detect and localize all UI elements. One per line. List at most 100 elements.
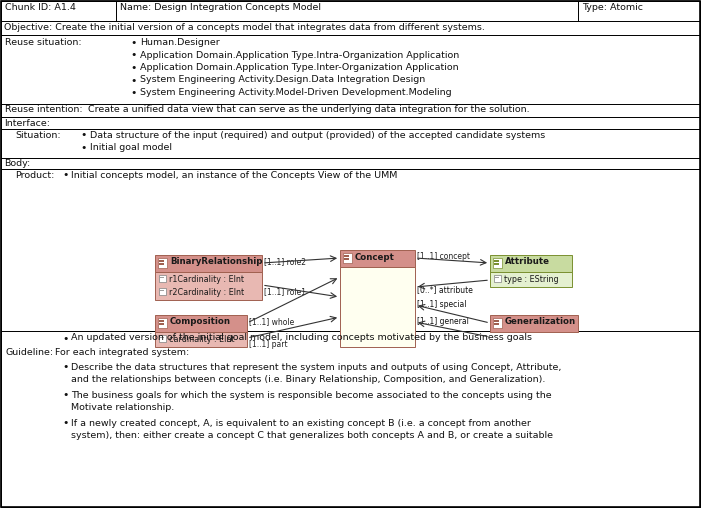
- Bar: [159, 320, 164, 322]
- Text: Attribute: Attribute: [505, 258, 550, 267]
- Text: Motivate relationship.: Motivate relationship.: [71, 403, 175, 412]
- Text: An updated version of the initial goal model, including concepts motivated by th: An updated version of the initial goal m…: [71, 333, 532, 342]
- Text: [1..1] whole: [1..1] whole: [249, 317, 294, 326]
- Text: System Engineering Activity.Model-Driven Development.Modeling: System Engineering Activity.Model-Driven…: [140, 88, 451, 97]
- Bar: [490, 255, 572, 272]
- Bar: [1, 35, 700, 104]
- Text: For each integrated system:: For each integrated system:: [55, 348, 189, 357]
- Bar: [159, 323, 164, 325]
- Text: [1..1] role1: [1..1] role1: [264, 287, 306, 296]
- Bar: [490, 315, 578, 332]
- Text: •: •: [130, 38, 137, 48]
- Text: [1..1] special: [1..1] special: [417, 300, 466, 309]
- Text: •: •: [62, 391, 69, 400]
- Text: •: •: [62, 419, 69, 429]
- Bar: [155, 332, 247, 347]
- Text: Chunk ID: A1.4: Chunk ID: A1.4: [5, 3, 76, 12]
- Bar: [490, 272, 572, 287]
- Text: [1..1] general: [1..1] general: [417, 317, 469, 326]
- Bar: [159, 335, 166, 342]
- Bar: [159, 263, 164, 265]
- Bar: [340, 267, 415, 347]
- Bar: [155, 315, 247, 332]
- Text: Application Domain.Application Type.Inter-Organization Application: Application Domain.Application Type.Inte…: [140, 63, 458, 72]
- Text: Type: Atomic: Type: Atomic: [582, 3, 643, 12]
- Bar: [493, 318, 502, 328]
- Bar: [1, 1, 116, 21]
- Bar: [340, 250, 415, 267]
- Bar: [343, 253, 352, 263]
- Text: •: •: [62, 333, 69, 343]
- Text: [0..*] attribute: [0..*] attribute: [417, 285, 473, 294]
- Bar: [1, 129, 700, 157]
- Bar: [1, 169, 700, 331]
- Text: [1..1] part: [1..1] part: [249, 340, 287, 349]
- Text: Body:: Body:: [4, 159, 30, 168]
- Bar: [159, 288, 166, 295]
- Text: If a newly created concept, A, is equivalent to an existing concept B (i.e. a co: If a newly created concept, A, is equiva…: [71, 419, 531, 428]
- Text: Initial concepts model, an instance of the Concepts View of the UMM: Initial concepts model, an instance of t…: [71, 171, 397, 179]
- Bar: [494, 323, 499, 325]
- Text: Interface:: Interface:: [4, 118, 50, 128]
- Bar: [493, 258, 502, 268]
- Text: Situation:: Situation:: [15, 131, 60, 140]
- Text: The business goals for which the system is responsible become associated to the : The business goals for which the system …: [71, 391, 552, 399]
- Bar: [1, 104, 700, 116]
- Bar: [158, 318, 167, 328]
- Text: •: •: [62, 171, 69, 180]
- Text: and the relationships between concepts (i.e. Binary Relationship, Composition, a: and the relationships between concepts (…: [71, 375, 545, 384]
- Text: r1Cardinality : EInt: r1Cardinality : EInt: [169, 275, 244, 284]
- Bar: [344, 258, 349, 260]
- Bar: [495, 277, 499, 278]
- Bar: [159, 275, 166, 282]
- Text: System Engineering Activity.Design.Data Integration Design: System Engineering Activity.Design.Data …: [140, 76, 426, 84]
- Bar: [494, 260, 499, 262]
- Text: Initial goal model: Initial goal model: [90, 143, 172, 152]
- Text: •: •: [130, 88, 137, 98]
- Text: Product:: Product:: [15, 171, 55, 179]
- Bar: [1, 21, 700, 35]
- Text: system), then: either create a concept C that generalizes both concepts A and B,: system), then: either create a concept C…: [71, 431, 553, 440]
- Bar: [1, 116, 700, 129]
- Bar: [155, 272, 262, 300]
- Text: •: •: [80, 131, 86, 141]
- Bar: [160, 337, 164, 338]
- Bar: [494, 275, 501, 282]
- Bar: [160, 290, 164, 291]
- Text: r2Cardinality : EInt: r2Cardinality : EInt: [169, 288, 244, 297]
- Text: Describe the data structures that represent the system inputs and outputs of usi: Describe the data structures that repres…: [71, 363, 562, 371]
- Bar: [158, 258, 167, 268]
- Text: •: •: [130, 63, 137, 73]
- Text: •: •: [130, 50, 137, 60]
- Bar: [1, 331, 700, 507]
- Bar: [159, 260, 164, 262]
- Bar: [578, 1, 700, 21]
- Bar: [1, 157, 700, 169]
- Text: cardinality : EInt: cardinality : EInt: [169, 335, 235, 344]
- Text: Generalization: Generalization: [505, 318, 576, 327]
- Bar: [344, 255, 349, 257]
- Text: Composition: Composition: [170, 318, 231, 327]
- Bar: [494, 320, 499, 322]
- Text: Human.Designer: Human.Designer: [140, 38, 219, 47]
- Text: •: •: [130, 76, 137, 85]
- Text: Guideline:: Guideline:: [5, 348, 53, 357]
- Bar: [116, 1, 578, 21]
- Text: BinaryRelationship: BinaryRelationship: [170, 258, 262, 267]
- Text: [1..1] role2: [1..1] role2: [264, 257, 306, 266]
- Text: Application Domain.Application Type.Intra-Organization Application: Application Domain.Application Type.Intr…: [140, 50, 459, 59]
- Text: type : EString: type : EString: [504, 275, 559, 284]
- Bar: [160, 277, 164, 278]
- Text: Name: Design Integration Concepts Model: Name: Design Integration Concepts Model: [120, 3, 321, 12]
- Text: Concept: Concept: [355, 252, 395, 262]
- Text: Objective: Create the initial version of a concepts model that integrates data f: Objective: Create the initial version of…: [4, 23, 485, 32]
- Text: Data structure of the input (required) and output (provided) of the accepted can: Data structure of the input (required) a…: [90, 131, 545, 140]
- Text: •: •: [62, 363, 69, 372]
- Text: •: •: [80, 143, 86, 153]
- Text: [1..1] concept: [1..1] concept: [417, 252, 470, 261]
- Bar: [494, 263, 499, 265]
- Text: Create a unified data view that can serve as the underlying data integration for: Create a unified data view that can serv…: [88, 106, 530, 114]
- Text: Reuse situation:: Reuse situation:: [5, 38, 81, 47]
- Bar: [155, 255, 262, 272]
- Text: Reuse intention:: Reuse intention:: [5, 106, 83, 114]
